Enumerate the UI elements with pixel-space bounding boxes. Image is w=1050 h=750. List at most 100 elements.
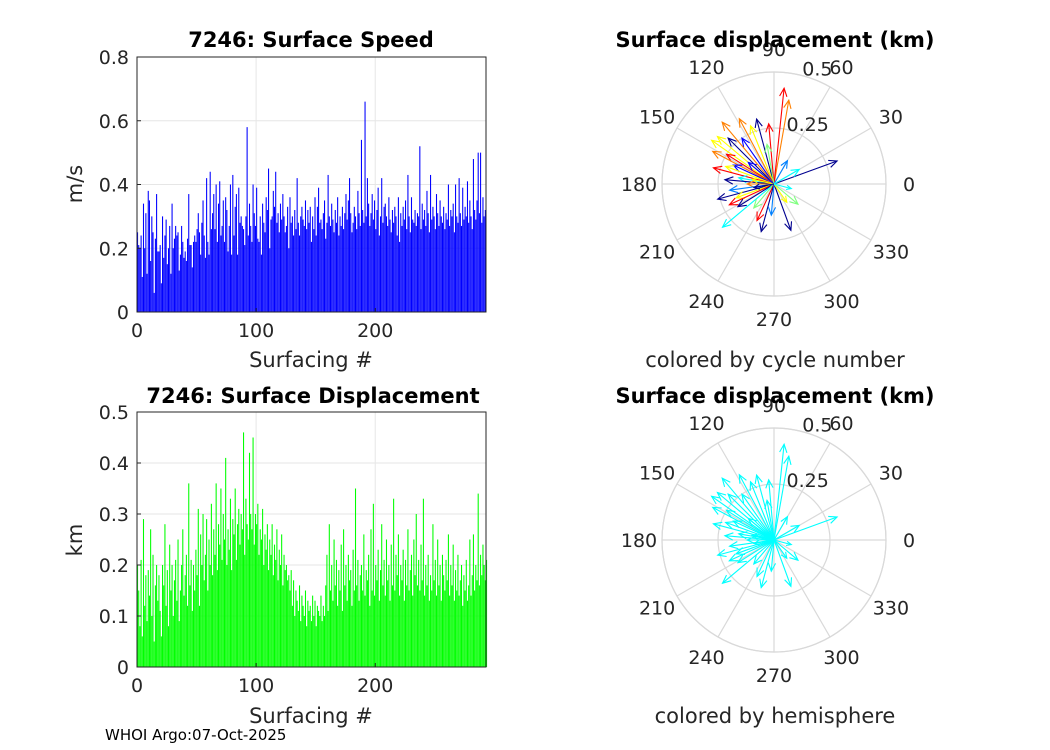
bar	[406, 585, 408, 667]
bar	[227, 529, 229, 667]
bar	[178, 270, 180, 312]
bar	[304, 590, 307, 667]
bar	[372, 503, 374, 667]
bar	[237, 524, 239, 667]
arrow-shaft	[735, 539, 775, 555]
bar	[387, 225, 389, 312]
bar	[222, 200, 224, 312]
bar	[253, 544, 255, 667]
bar	[362, 590, 364, 667]
arrow-head	[765, 122, 774, 133]
bar	[153, 641, 155, 667]
bar	[357, 190, 359, 313]
displacement-arrow	[716, 183, 775, 202]
bar	[399, 241, 401, 313]
bar	[215, 483, 217, 667]
bar	[315, 626, 317, 667]
displacement-arrow	[773, 539, 793, 547]
y-tick-label: 0.2	[99, 238, 129, 260]
bar	[453, 232, 455, 312]
angle-label: 180	[621, 174, 657, 196]
arrow-head	[727, 493, 737, 503]
arrow-head	[734, 191, 746, 199]
bar	[474, 590, 476, 667]
bar	[338, 570, 340, 667]
bar	[349, 580, 351, 667]
bar	[347, 200, 349, 312]
arrow-shaft	[773, 524, 800, 541]
bar	[295, 229, 297, 313]
bar	[418, 559, 420, 667]
arrow-head	[711, 506, 722, 515]
bar	[476, 200, 478, 312]
arrow-shaft	[773, 456, 790, 541]
bar	[468, 585, 470, 667]
arrow-head	[745, 180, 755, 188]
bar	[229, 498, 231, 667]
bar	[341, 610, 343, 667]
bar	[339, 216, 341, 313]
displacement-arrow	[759, 183, 775, 233]
bar	[200, 534, 202, 667]
arrow-shaft	[760, 539, 775, 588]
arrow-head	[727, 137, 737, 147]
displacement-arrow	[765, 122, 775, 185]
displacement-arrow	[747, 161, 775, 185]
bar	[301, 595, 303, 667]
bar	[250, 225, 252, 312]
bar	[322, 605, 324, 667]
bar	[406, 229, 408, 313]
bar	[225, 457, 227, 667]
bar	[440, 216, 442, 313]
bar	[313, 616, 315, 667]
radius-label: 0.5	[802, 415, 832, 437]
bar	[464, 590, 466, 667]
bar	[321, 229, 323, 313]
x-tick-label: 100	[238, 675, 274, 697]
bar	[432, 206, 434, 312]
displacement-arrow	[756, 539, 775, 578]
bar	[210, 503, 212, 667]
bar	[484, 210, 486, 312]
bar	[248, 452, 251, 667]
bar	[324, 200, 326, 312]
bar	[214, 229, 216, 313]
bar	[233, 235, 235, 312]
bar	[338, 235, 340, 312]
arrow-head	[736, 198, 747, 208]
bar	[363, 222, 365, 312]
bar	[307, 600, 309, 667]
bar	[201, 565, 203, 667]
bar	[359, 575, 361, 667]
bar	[181, 565, 183, 667]
bar	[314, 600, 316, 667]
arrow-shaft	[773, 160, 838, 185]
bar	[412, 595, 414, 667]
bar	[206, 178, 208, 312]
displacement-arrow	[773, 442, 788, 541]
bar	[447, 534, 449, 667]
arrow-head	[779, 442, 788, 453]
bar	[296, 600, 298, 667]
bar	[416, 213, 418, 312]
compass-cycle-chart: 0 30 60 90 120 150 180 210 240 270 300 330 0.25 0.5 S…	[615, 28, 934, 372]
bar	[313, 229, 315, 313]
displacement-arrow	[728, 183, 775, 206]
bar	[165, 219, 167, 312]
arrow-head	[780, 195, 788, 204]
bar	[219, 181, 221, 312]
bar	[251, 529, 253, 667]
bar	[183, 595, 185, 667]
bar	[388, 197, 390, 312]
bar	[216, 241, 218, 313]
bar	[446, 219, 448, 312]
arrow-shaft	[773, 516, 838, 541]
bar	[370, 213, 372, 312]
bar	[374, 595, 376, 667]
bar	[391, 585, 393, 667]
bar	[364, 101, 366, 313]
arrow-shaft	[773, 444, 785, 541]
bar	[160, 283, 162, 312]
bar	[326, 554, 328, 667]
displacement-arrow	[773, 183, 800, 206]
